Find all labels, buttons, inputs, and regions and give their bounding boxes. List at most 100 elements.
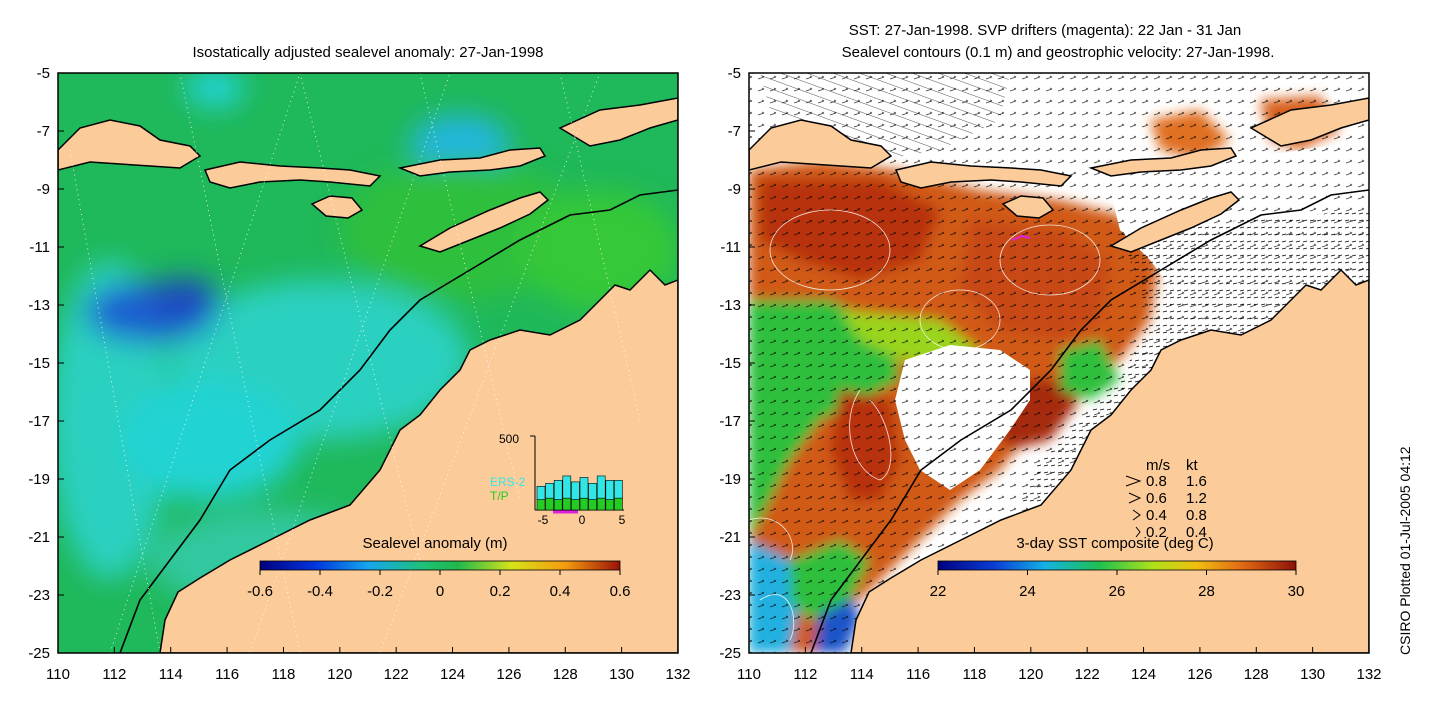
- right-map-area: [749, 73, 1369, 653]
- left-lat-label: -25: [28, 645, 50, 662]
- sea-level-colorbar: Sealevel anomaly (m) -0.6 -0.4 -0.2 0 0.2 0.4…: [247, 535, 630, 600]
- inset-ers2-bar: [605, 480, 615, 500]
- left-lon-label: 116: [215, 666, 239, 683]
- timor-island-right: [1109, 191, 1241, 253]
- satellite-tracks: [69, 73, 641, 653]
- right-axis-ticks: [748, 72, 1370, 654]
- velocity-legend-ms: 0.6: [1146, 490, 1167, 507]
- inset-tp-bar: [614, 497, 623, 511]
- left-panel-title: Isostatically adjusted sealevel anomaly:…: [192, 44, 543, 61]
- inset-xtick-0: 0: [579, 513, 586, 527]
- left-lat-label: -5: [37, 65, 50, 82]
- right-lon-label: 110: [737, 666, 761, 683]
- left-lat-label: -9: [37, 181, 50, 198]
- velocity-legend-ms: 0.8: [1146, 473, 1167, 490]
- sst-colorbar-tick-label: 24: [1019, 583, 1036, 600]
- velocity-legend-ms: 0.2: [1146, 524, 1167, 541]
- velocity-legend: m/s kt 0.8 1.60.6 1.20.4 0.80.2 0.4: [1125, 457, 1207, 541]
- sst-colorbar-tick-label: 26: [1109, 583, 1126, 600]
- sumba-island-left: [310, 195, 364, 219]
- right-lat-label: -25: [719, 645, 741, 662]
- velocity-legend-header-kt: kt: [1186, 457, 1199, 474]
- left-lon-label: 122: [384, 666, 409, 683]
- inset-ymax-label: 500: [499, 432, 519, 446]
- sst-colorbar-tick-label: 22: [930, 583, 947, 600]
- velocity-legend-arrow: [1132, 509, 1141, 521]
- right-lat-label: -13: [719, 297, 741, 314]
- left-lon-label: 126: [496, 666, 521, 683]
- sea-level-colorbar-ticks: -0.6 -0.4 -0.2 0 0.2 0.4 0.6: [247, 570, 630, 600]
- left-lon-label: 114: [159, 666, 183, 683]
- sea-level-colorbar-tick-label: -0.6: [247, 583, 273, 600]
- inset-ers2-bar: [545, 483, 554, 499]
- sst-colorbar-tick-label: 28: [1198, 583, 1215, 600]
- left-lon-label: 110: [46, 666, 70, 683]
- sea-level-colorbar-tick-label: 0.4: [550, 583, 571, 600]
- right-lat-label: -5: [728, 65, 741, 82]
- left-lon-label: 132: [665, 666, 690, 683]
- right-lon-label: 118: [962, 666, 986, 683]
- inset-tp-bar: [588, 499, 597, 511]
- inset-tp-bar: [545, 497, 554, 511]
- right-lon-label: 114: [850, 666, 874, 683]
- right-lat-label: -23: [719, 587, 741, 604]
- sea-level-colorbar-tick-label: 0.6: [610, 583, 631, 600]
- sea-level-colorbar-tick-label: -0.2: [367, 583, 393, 600]
- sea-level-colorbar-gradient: [259, 560, 621, 571]
- inset-ers2-bar: [536, 486, 546, 500]
- eastern-islands-left: [558, 97, 678, 147]
- left-lon-label: 130: [609, 666, 634, 683]
- velocity-legend-header-ms: m/s: [1146, 457, 1170, 474]
- flores-island-left: [397, 147, 547, 177]
- australia-landmass-left: [159, 268, 678, 653]
- left-lon-label: 118: [271, 666, 295, 683]
- right-lon-label: 126: [1187, 666, 1212, 683]
- right-longitude-labels: 110 112 114 116 118 120 122 124 126 128 130 132: [737, 666, 1381, 683]
- inset-tp-bar: [579, 497, 589, 511]
- inset-tp-bar: [553, 499, 563, 511]
- java-island-left: [58, 119, 202, 171]
- inset-tp-bar: [596, 497, 606, 511]
- velocity-legend-kt: 1.6: [1186, 473, 1207, 490]
- velocity-legend-arrow: [1128, 492, 1142, 504]
- svp-drifter-track: [1011, 234, 1031, 241]
- velocity-legend-ms: 0.4: [1146, 507, 1167, 524]
- inset-tp-bar: [536, 499, 546, 511]
- right-latitude-labels: -5 -7 -9 -11 -13 -15 -17 -19 -21 -23 -25: [719, 65, 741, 662]
- left-lon-label: 120: [327, 666, 352, 683]
- inset-tp-bar: [605, 499, 615, 511]
- inset-ers2-bar: [571, 481, 580, 500]
- java-island-right: [749, 119, 893, 171]
- right-lon-label: 116: [906, 666, 930, 683]
- sst-colorbar-title: 3-day SST composite (deg C): [1016, 535, 1213, 552]
- left-lat-label: -7: [37, 123, 50, 140]
- left-longitude-labels: 110 112 114 116 118 120 122 124 126 128 130 132: [46, 666, 690, 683]
- right-lon-label: 122: [1075, 666, 1100, 683]
- australia-landmass-right: [850, 268, 1369, 653]
- velocity-legend-kt: 1.2: [1186, 490, 1207, 507]
- right-panel-title-line2: Sealevel contours (0.1 m) and geostrophi…: [842, 44, 1275, 61]
- right-panel-title-line1: SST: 27-Jan-1998. SVP drifters (magenta)…: [849, 22, 1241, 39]
- sea-level-contours: [749, 209, 1101, 641]
- sst-colorbar-ticks: 22 24 26 28 30: [930, 570, 1304, 600]
- velocity-legend-kt: 0.8: [1186, 507, 1207, 524]
- left-latitude-labels: -5 -7 -9 -11 -13 -15 -17 -19 -21 -23 -25: [28, 65, 50, 662]
- sea-level-colorbar-title: Sealevel anomaly (m): [362, 535, 507, 552]
- lesser-sunda-islands-right: [894, 161, 1073, 189]
- sumba-island-right: [1001, 195, 1055, 219]
- velocity-legend-arrow: [1125, 475, 1142, 487]
- left-map-area: [58, 73, 678, 653]
- sea-level-colorbar-tick-label: 0: [436, 583, 444, 600]
- velocity-legend-rows: 0.8 1.60.6 1.20.4 0.80.2 0.4: [1125, 473, 1207, 541]
- right-lon-label: 128: [1244, 666, 1269, 683]
- right-lat-label: -17: [719, 413, 741, 430]
- right-lat-label: -15: [719, 355, 741, 372]
- inset-ers2-bar: [588, 483, 597, 500]
- left-lat-label: -19: [28, 471, 50, 488]
- flores-island-right: [1088, 147, 1238, 177]
- satellite-count-inset: 500 ERS-2 T/P -5 0 5: [490, 432, 626, 527]
- plot-credit: CSIRO Plotted 01-Jul-2005 04:12: [1397, 446, 1413, 655]
- right-lat-label: -7: [728, 123, 741, 140]
